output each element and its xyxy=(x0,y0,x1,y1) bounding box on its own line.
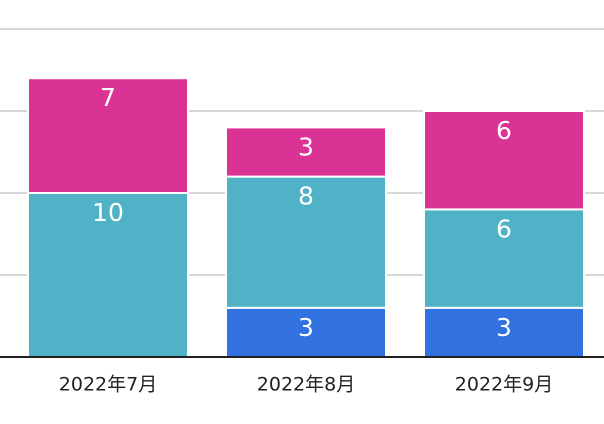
data-label: 7 xyxy=(100,83,116,112)
x-tick-label: 2022年8月 xyxy=(257,374,355,396)
data-label: 3 xyxy=(298,313,314,342)
bar-segment xyxy=(423,110,585,211)
x-tick-label: 2022年7月 xyxy=(59,374,157,396)
data-label: 10 xyxy=(92,198,124,227)
data-label: 3 xyxy=(298,132,314,161)
bar-segment xyxy=(423,208,585,309)
data-label: 8 xyxy=(298,182,314,211)
bar-segment xyxy=(27,192,189,358)
data-label: 6 xyxy=(496,116,512,145)
x-tick-label: 2022年9月 xyxy=(455,374,553,396)
bar-segment xyxy=(225,126,387,178)
bar-segment xyxy=(27,77,189,194)
data-label: 3 xyxy=(496,313,512,342)
data-label: 6 xyxy=(496,214,512,243)
